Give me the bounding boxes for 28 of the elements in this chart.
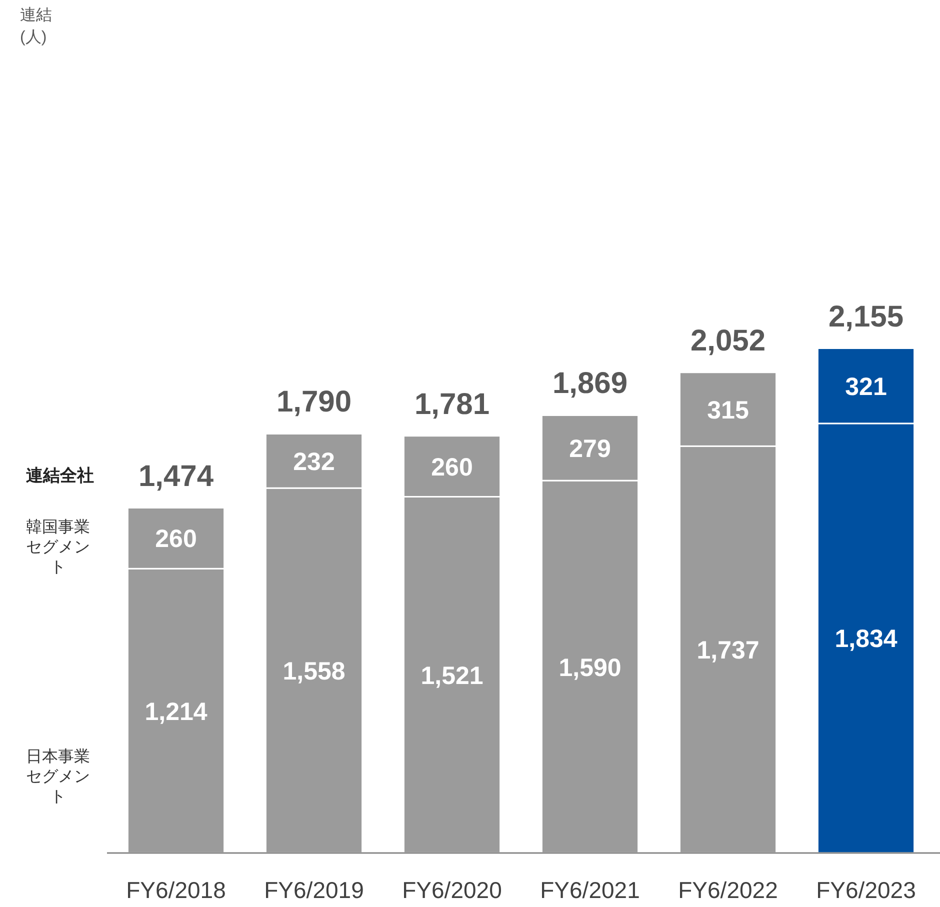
data-label: 260: [155, 525, 197, 554]
data-label: 1,737: [696, 636, 760, 665]
text: 連結全社: [26, 466, 94, 485]
data-label: 321: [845, 372, 887, 401]
data-label: 1,521: [420, 662, 484, 690]
text: 日本事業セグメント: [26, 748, 90, 806]
data-label: 1,214: [144, 698, 208, 726]
x-tick-label: FY6/2023: [816, 877, 916, 903]
x-tick-label: FY6/2022: [678, 877, 778, 903]
text: 韓国事業セグメント: [26, 518, 90, 576]
total-label: 1,790: [276, 386, 352, 419]
total-label: 1,869: [552, 367, 628, 400]
x-tick-label: FY6/2019: [264, 877, 364, 903]
data-label: 315: [707, 396, 749, 424]
total-label: 1,781: [414, 388, 490, 421]
total-label: 1,474: [138, 460, 214, 493]
x-tick-label: FY6/2020: [402, 877, 502, 903]
x-tick-label: FY6/2018: [126, 877, 226, 903]
data-label: 1,834: [834, 625, 898, 654]
x-tick-label: FY6/2021: [540, 877, 640, 903]
data-label: 1,590: [558, 654, 622, 682]
data-label: 232: [293, 448, 335, 476]
total-label: 2,052: [690, 324, 766, 358]
data-label: 260: [431, 453, 473, 482]
text: 連結 (人): [20, 6, 52, 46]
data-label: 1,558: [282, 658, 346, 686]
total-label: 2,155: [828, 300, 904, 334]
data-label: 279: [569, 434, 611, 463]
